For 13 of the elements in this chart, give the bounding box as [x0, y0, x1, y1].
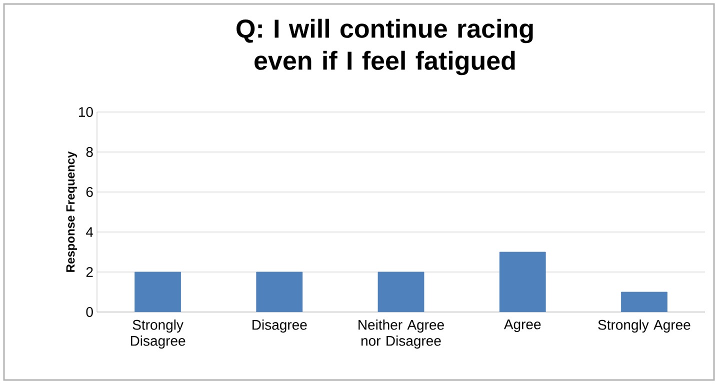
y-tick-label: 8 — [86, 147, 93, 157]
y-tick-label: 2 — [86, 267, 93, 277]
y-axis-title: Response Frequency — [66, 151, 78, 272]
x-tick-label: Agree — [504, 320, 541, 332]
chart-title: Q: I will continue racing even if I feel fatigued — [236, 18, 533, 76]
y-tick-label: 6 — [86, 187, 93, 197]
x-tick-label: Strongly Agree — [598, 320, 690, 333]
y-tick-label: 10 — [78, 107, 93, 117]
y-tick-label: 0 — [86, 307, 93, 317]
x-tick-label: Neither Agree nor Disagree — [358, 320, 444, 349]
x-tick-label: Strongly Disagree — [130, 320, 186, 349]
y-tick-label: 4 — [86, 227, 94, 237]
x-tick-label: Disagree — [252, 320, 307, 333]
